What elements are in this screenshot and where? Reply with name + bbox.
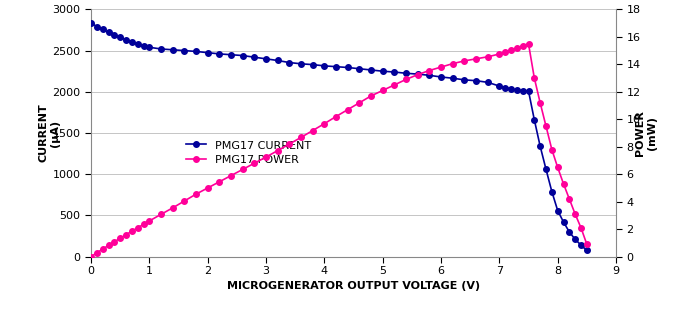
Line: PMG17 CURRENT: PMG17 CURRENT (88, 20, 589, 253)
PMG17 POWER (425, 69, 433, 72)
PMG17 POWER (92, 251, 101, 255)
Y-axis label: POWER
(mW): POWER (mW) (636, 110, 657, 156)
X-axis label: MICROGENERATOR OUTPUT VOLTAGE (V): MICROGENERATOR OUTPUT VOLTAGE (V) (227, 280, 480, 290)
Y-axis label: CURRENT
(μA): CURRENT (μA) (39, 104, 60, 162)
PMG17 CURRENT (449, 76, 457, 80)
PMG17 CURRENT (390, 70, 398, 74)
Line: PMG17 POWER: PMG17 POWER (88, 41, 589, 259)
PMG17 CURRENT (262, 57, 270, 61)
Legend: PMG17 CURRENT, PMG17 POWER: PMG17 CURRENT, PMG17 POWER (186, 140, 311, 166)
PMG17 POWER (262, 155, 270, 159)
PMG17 CURRENT (507, 87, 515, 91)
PMG17 POWER (582, 242, 591, 246)
PMG17 CURRENT (92, 25, 101, 28)
PMG17 POWER (87, 255, 95, 259)
PMG17 POWER (449, 62, 457, 65)
PMG17 CURRENT (87, 21, 95, 24)
PMG17 CURRENT (582, 249, 591, 252)
PMG17 POWER (507, 48, 515, 52)
PMG17 CURRENT (425, 74, 433, 77)
PMG17 POWER (524, 42, 533, 46)
PMG17 POWER (390, 83, 398, 87)
